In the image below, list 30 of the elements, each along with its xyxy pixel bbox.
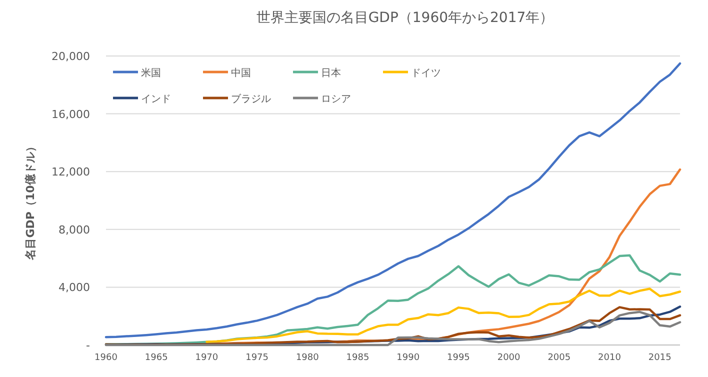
legend-label: 中国 (231, 67, 251, 79)
y-tick-label: 16,000 (52, 108, 90, 121)
y-tick-label: 8,000 (58, 223, 90, 236)
y-tick-label: 4,000 (58, 281, 90, 294)
line-series (104, 62, 682, 338)
legend-label: ロシア (321, 94, 351, 105)
legend-label: ブラジル (231, 93, 271, 105)
y-tick-label: - (86, 339, 90, 352)
x-tick-label: 2000 (497, 353, 521, 363)
y-tick-label: 12,000 (52, 166, 90, 179)
y-axis-title: 名目GDP（10億ドル） (24, 141, 37, 261)
legend-label: ドイツ (411, 68, 441, 79)
chart-title: 世界主要国の名目GDP（1960年から2017年） (256, 10, 554, 26)
legend-label: 日本 (321, 67, 341, 79)
x-tick-label: 1980 (296, 353, 320, 363)
x-tick-label: 1975 (246, 353, 269, 363)
x-tick-label: 2015 (648, 353, 672, 363)
x-tick-label: 2005 (548, 353, 571, 363)
x-tick-label: 2010 (598, 353, 622, 363)
x-tick-label: 1995 (447, 353, 470, 363)
x-tick-label: 1990 (396, 353, 420, 363)
legend-label: 米国 (141, 67, 161, 79)
legend-label: インド (141, 94, 171, 105)
line-series (206, 288, 682, 344)
y-tick-label: 20,000 (52, 50, 90, 63)
line-series (104, 254, 682, 346)
x-tick-label: 1970 (195, 353, 218, 363)
x-tick-label: 1985 (346, 353, 370, 363)
x-tick-label: 1960 (94, 353, 118, 363)
x-tick-label: 1965 (144, 353, 168, 363)
